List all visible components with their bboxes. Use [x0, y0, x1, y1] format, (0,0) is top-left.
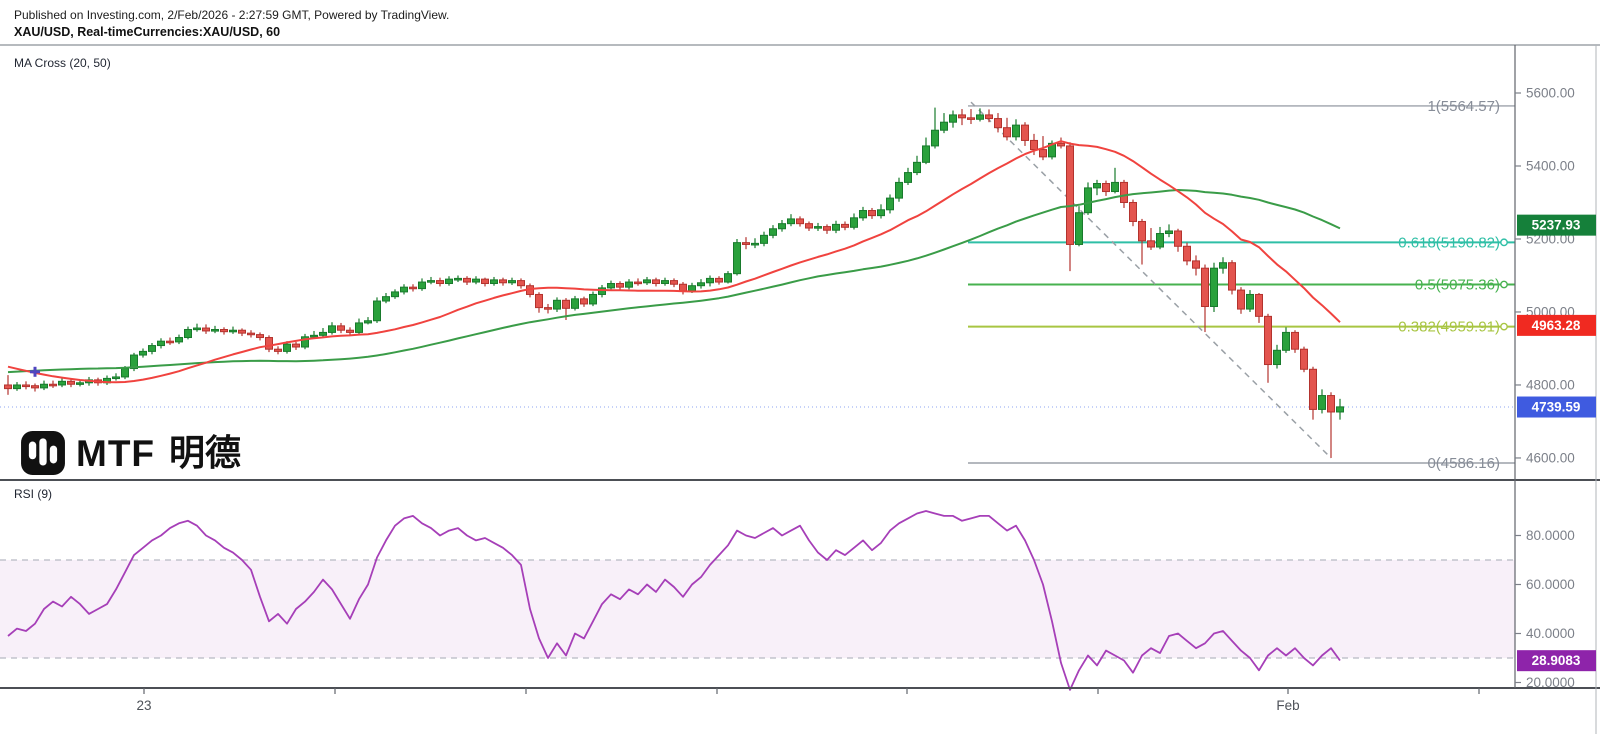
- ma50-line: [7, 189, 1341, 374]
- logo-text-mtf: MTF: [76, 432, 156, 474]
- svg-text:0(4586.16): 0(4586.16): [1427, 455, 1500, 472]
- candlestick-series: [4, 107, 1344, 458]
- rsi-axis[interactable]: 80.0000 60.0000 40.0000 20.0000: [1515, 528, 1575, 690]
- svg-text:23: 23: [136, 698, 151, 713]
- svg-text:60.0000: 60.0000: [1526, 577, 1575, 592]
- svg-text:4739.59: 4739.59: [1532, 400, 1581, 415]
- symbol-title: XAU/USD, Real-timeCurrencies:XAU/USD, 60: [14, 25, 281, 39]
- last-price-badge: 4739.59: [1517, 396, 1596, 418]
- svg-text:4800.00: 4800.00: [1526, 377, 1575, 392]
- svg-text:28.9083: 28.9083: [1532, 653, 1581, 668]
- svg-text:5600.00: 5600.00: [1526, 86, 1575, 101]
- svg-text:5400.00: 5400.00: [1526, 158, 1575, 173]
- rsi-panel: [0, 559, 1515, 659]
- ma20-value-badge: 4963.28: [1517, 314, 1596, 336]
- rsi-indicator-label[interactable]: RSI (9): [14, 487, 53, 501]
- logo-text-cn: 明德: [169, 432, 242, 473]
- time-axis[interactable]: 23 Feb: [136, 688, 1480, 713]
- svg-text:4600.00: 4600.00: [1526, 450, 1575, 465]
- fib-labels: 1(5564.57) 0.618(5190.82) 0.5(5075.36) 0.38…: [1398, 98, 1500, 472]
- pane-borders: [0, 44, 1600, 734]
- rsi-value-badge: 28.9083: [1517, 650, 1596, 672]
- rsi-line: [7, 510, 1341, 691]
- ma-cross-marker: [30, 366, 40, 377]
- svg-text:0.382(4959.91): 0.382(4959.91): [1398, 319, 1500, 336]
- svg-text:20.0000: 20.0000: [1526, 675, 1575, 690]
- ma50-value-badge: 5237.93: [1517, 214, 1596, 236]
- svg-text:80.0000: 80.0000: [1526, 528, 1575, 543]
- svg-text:1(5564.57): 1(5564.57): [1427, 98, 1500, 115]
- svg-text:Feb: Feb: [1276, 698, 1299, 713]
- mtf-logo-icon: [21, 431, 65, 475]
- mtf-watermark-logo: MTF 明德: [20, 430, 241, 476]
- ma20-line: [7, 140, 1341, 384]
- svg-text:0.5(5075.36): 0.5(5075.36): [1415, 276, 1500, 293]
- trendline[interactable]: [970, 101, 1332, 459]
- ma-cross-indicator-label[interactable]: MA Cross (20, 50): [14, 56, 111, 70]
- svg-text:5237.93: 5237.93: [1532, 218, 1581, 233]
- published-line: Published on Investing.com, 2/Feb/2026 -…: [14, 8, 450, 22]
- svg-text:4963.28: 4963.28: [1532, 318, 1581, 333]
- svg-text:40.0000: 40.0000: [1526, 626, 1575, 641]
- svg-text:0.618(5190.82): 0.618(5190.82): [1398, 234, 1500, 251]
- fib-retracement-lines[interactable]: [968, 105, 1515, 464]
